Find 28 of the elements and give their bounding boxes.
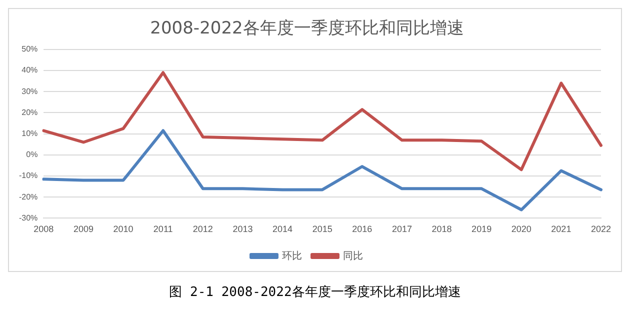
x-tick-label: 2022 — [590, 224, 612, 234]
x-tick-label: 2017 — [392, 224, 412, 234]
y-tick-label: 0% — [26, 150, 38, 160]
y-tick-label: -30% — [18, 213, 38, 222]
y-tick-label: 50% — [22, 44, 38, 54]
x-tick-label: 2013 — [232, 224, 253, 234]
y-tick-label: -20% — [18, 192, 38, 202]
x-tick-label: 2008 — [34, 224, 54, 234]
x-tick-label: 2020 — [511, 224, 532, 234]
y-tick-label: 30% — [22, 86, 38, 96]
y-tick-label: 10% — [22, 129, 38, 138]
y-tick-label: 40% — [22, 66, 38, 75]
y-tick-label: -10% — [18, 171, 38, 180]
y-tick-label: 20% — [22, 108, 38, 117]
legend-label: 同比 — [343, 250, 363, 262]
x-tick-label: 2018 — [432, 224, 452, 234]
x-tick-label: 2021 — [551, 224, 572, 234]
x-tick-label: 2010 — [113, 224, 134, 234]
x-tick-label: 2012 — [192, 224, 213, 234]
x-tick-label: 2009 — [73, 224, 94, 234]
x-tick-label: 2015 — [312, 224, 332, 234]
x-tick-label: 2011 — [153, 224, 173, 234]
x-tick-label: 2014 — [272, 224, 293, 234]
chart-title: 2008-2022各年度一季度环比和同比增速 — [150, 18, 464, 39]
caption: 图 2-1 2008-2022各年度一季度环比和同比增速 — [168, 284, 462, 302]
x-tick-label: 2016 — [352, 224, 372, 234]
legend-label: 环比 — [282, 250, 302, 262]
x-tick-label: 2019 — [472, 224, 492, 234]
